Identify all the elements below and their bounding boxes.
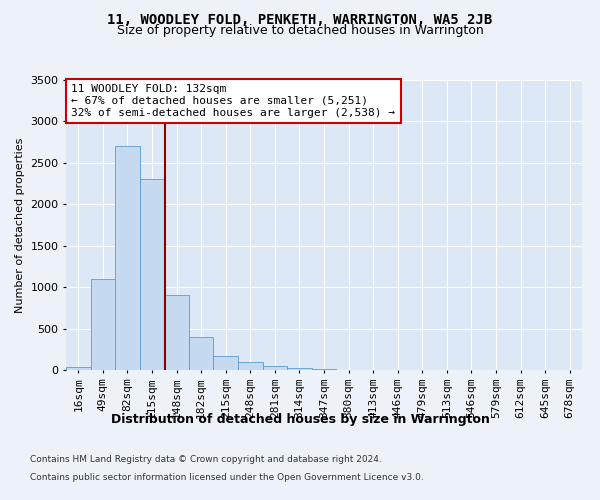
Bar [140,180,164,370]
Y-axis label: Number of detached properties: Number of detached properties [14,138,25,312]
Text: Contains HM Land Registry data © Crown copyright and database right 2024.: Contains HM Land Registry data © Crown c… [30,455,382,464]
Bar [91,279,115,370]
Bar [115,146,140,370]
Bar [214,356,238,370]
Bar [189,337,214,370]
Text: Contains public sector information licensed under the Open Government Licence v3: Contains public sector information licen… [30,472,424,482]
Text: Distribution of detached houses by size in Warrington: Distribution of detached houses by size … [110,412,490,426]
Text: 11, WOODLEY FOLD, PENKETH, WARRINGTON, WA5 2JB: 11, WOODLEY FOLD, PENKETH, WARRINGTON, W… [107,12,493,26]
Bar [164,296,189,370]
Bar [66,366,91,370]
Text: Size of property relative to detached houses in Warrington: Size of property relative to detached ho… [116,24,484,37]
Bar [238,362,263,370]
Bar [312,369,336,370]
Bar [287,368,312,370]
Text: 11 WOODLEY FOLD: 132sqm
← 67% of detached houses are smaller (5,251)
32% of semi: 11 WOODLEY FOLD: 132sqm ← 67% of detache… [71,84,395,117]
Bar [263,366,287,370]
